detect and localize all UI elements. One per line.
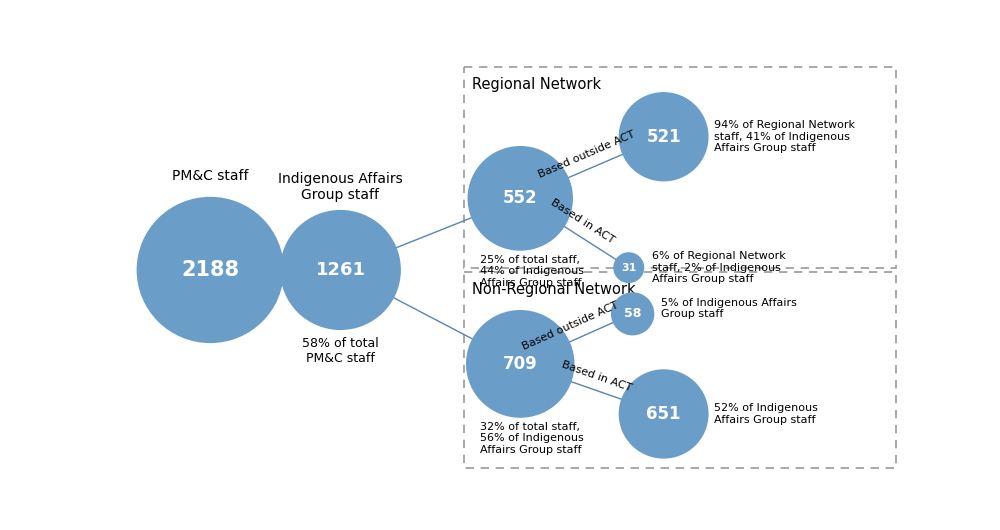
Text: Regional Network: Regional Network [472,77,601,92]
Ellipse shape [619,369,709,458]
Text: 58% of total
PM&C staff: 58% of total PM&C staff [302,337,379,365]
Text: 94% of Regional Network
staff, 41% of Indigenous
Affairs Group staff: 94% of Regional Network staff, 41% of In… [714,120,855,153]
Text: 552: 552 [503,189,538,207]
Text: Based outside ACT: Based outside ACT [537,129,636,180]
Text: 1261: 1261 [315,261,365,279]
Text: Based in ACT: Based in ACT [560,359,633,393]
Text: 651: 651 [646,405,681,423]
Text: 521: 521 [646,128,681,146]
Text: Non-Regional Network: Non-Regional Network [472,281,636,296]
Ellipse shape [619,92,709,181]
Ellipse shape [280,210,401,330]
Ellipse shape [137,197,284,343]
Text: Based in ACT: Based in ACT [548,197,616,245]
Text: 5% of Indigenous Affairs
Group staff: 5% of Indigenous Affairs Group staff [661,298,797,319]
Text: 2188: 2188 [181,260,239,280]
Ellipse shape [611,292,654,335]
Text: Based outside ACT: Based outside ACT [521,301,620,352]
Text: 6% of Regional Network
staff, 2% of Indigenous
Affairs Group staff: 6% of Regional Network staff, 2% of Indi… [652,251,786,284]
Text: 32% of total staff,
56% of Indigenous
Affairs Group staff: 32% of total staff, 56% of Indigenous Af… [480,422,584,455]
Text: 709: 709 [503,355,538,373]
Bar [464,271,896,468]
Text: 25% of total staff,
44% of Indigenous
Affairs Group staff: 25% of total staff, 44% of Indigenous Af… [480,254,584,288]
Text: Indigenous Affairs
Group staff: Indigenous Affairs Group staff [278,172,403,202]
Text: PM&C staff: PM&C staff [172,169,248,183]
Text: 52% of Indigenous
Affairs Group staff: 52% of Indigenous Affairs Group staff [714,403,818,425]
Text: 58: 58 [624,307,641,320]
Bar [464,67,896,268]
Ellipse shape [613,252,644,283]
Text: 31: 31 [621,263,636,272]
Ellipse shape [466,310,574,418]
Ellipse shape [468,146,573,251]
